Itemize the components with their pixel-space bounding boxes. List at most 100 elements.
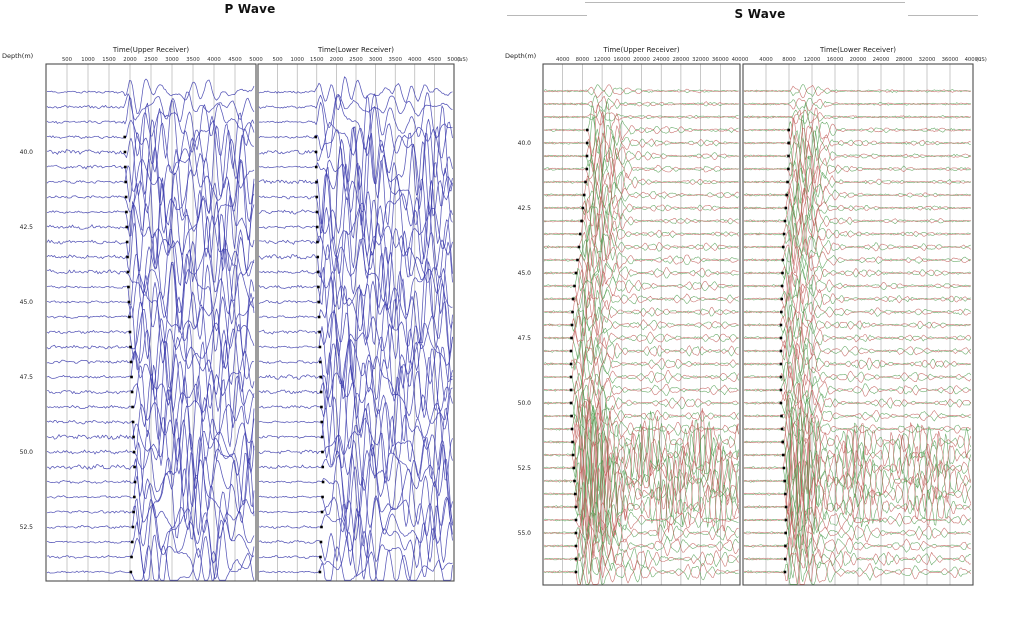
svg-text:500: 500 <box>273 57 284 63</box>
svg-text:2000: 2000 <box>123 57 137 63</box>
first-break-pick-dot <box>320 435 324 439</box>
first-break-pick-dot <box>787 154 790 158</box>
svg-text:32000: 32000 <box>692 57 709 63</box>
svg-text:2000: 2000 <box>330 57 344 63</box>
first-break-pick-dot <box>785 193 788 197</box>
s-wave-section: Depth(m) 40.0 42.5 45.0 47.5 50.0 52.5 55.0 4000… <box>505 46 987 586</box>
first-break-pick-dot <box>319 555 322 559</box>
first-break-pick-dot <box>572 466 576 470</box>
first-break-pick-dot <box>320 510 324 514</box>
svg-text:12000: 12000 <box>594 57 611 63</box>
svg-text:42.5: 42.5 <box>518 205 532 212</box>
svg-text:28000: 28000 <box>896 57 913 63</box>
svg-text:(uS): (uS) <box>457 57 468 63</box>
first-break-pick-dot <box>585 154 589 158</box>
svg-text:36000: 36000 <box>942 57 959 63</box>
first-break-pick-dot <box>784 531 787 535</box>
first-break-pick-dot <box>319 375 323 379</box>
first-break-pick-dot <box>132 435 135 439</box>
first-break-pick-dot <box>127 285 130 289</box>
first-break-pick-dot <box>130 540 134 544</box>
svg-text:Time(Upper Receiver): Time(Upper Receiver) <box>112 46 190 54</box>
first-break-pick-dot <box>580 219 583 223</box>
svg-text:4000: 4000 <box>556 57 570 63</box>
svg-text:16000: 16000 <box>613 57 630 63</box>
first-break-pick-dot <box>316 270 320 274</box>
first-break-pick-dot <box>569 349 573 353</box>
svg-text:Depth(m): Depth(m) <box>2 52 33 60</box>
p-wave-first-break-picks <box>123 135 325 574</box>
first-break-pick-dot <box>319 360 322 364</box>
svg-text:32000: 32000 <box>919 57 936 63</box>
first-break-pick-dot <box>571 310 574 314</box>
first-break-pick-dot <box>780 414 783 418</box>
first-break-pick-dot <box>787 141 790 145</box>
svg-text:Depth(m): Depth(m) <box>505 52 536 60</box>
first-break-pick-dot <box>321 450 324 454</box>
first-break-pick-dot <box>124 180 127 184</box>
first-break-pick-dot <box>574 271 578 275</box>
first-break-pick-dot <box>316 240 319 244</box>
first-break-pick-dot <box>569 388 573 392</box>
first-break-pick-dot <box>574 531 578 535</box>
s-wave-first-break-picks <box>569 128 791 574</box>
svg-text:2500: 2500 <box>144 57 158 63</box>
first-break-pick-dot <box>571 453 575 457</box>
first-break-pick-dot <box>125 210 128 214</box>
svg-text:500: 500 <box>62 57 73 63</box>
svg-text:20000: 20000 <box>633 57 650 63</box>
svg-text:Time(Upper Receiver): Time(Upper Receiver) <box>602 46 680 54</box>
first-break-pick-dot <box>569 362 573 366</box>
first-break-pick-dot <box>782 466 786 470</box>
svg-text:4000: 4000 <box>207 57 221 63</box>
first-break-pick-dot <box>570 323 574 327</box>
first-break-pick-dot <box>132 450 136 454</box>
first-break-pick-dot <box>133 480 137 484</box>
first-break-pick-dot <box>128 315 131 319</box>
svg-text:40000: 40000 <box>732 57 749 63</box>
first-break-pick-dot <box>126 255 129 259</box>
first-break-pick-dot <box>779 349 783 353</box>
svg-text:42.5: 42.5 <box>20 224 34 231</box>
first-break-pick-dot <box>131 525 135 529</box>
first-break-pick-dot <box>787 128 791 132</box>
first-break-pick-dot <box>314 165 318 169</box>
svg-text:47.5: 47.5 <box>518 335 532 342</box>
first-break-pick-dot <box>317 285 320 289</box>
first-break-pick-dot <box>125 225 129 229</box>
first-break-pick-dot <box>317 300 321 304</box>
first-break-pick-dot <box>779 323 783 327</box>
p-wave-traces <box>46 76 453 581</box>
s-wave-title: S Wave <box>734 7 786 21</box>
first-break-pick-dot <box>320 525 323 529</box>
svg-text:16000: 16000 <box>827 57 844 63</box>
svg-text:55.0: 55.0 <box>518 530 532 537</box>
first-break-pick-dot <box>779 336 783 340</box>
first-break-pick-dot <box>585 141 589 145</box>
svg-text:12000: 12000 <box>804 57 821 63</box>
first-break-pick-dot <box>574 544 578 548</box>
first-break-pick-dot <box>784 544 787 548</box>
first-break-pick-dot <box>781 271 784 275</box>
first-break-pick-dot <box>569 375 573 379</box>
top-divider-line <box>585 2 905 3</box>
first-break-pick-dot <box>783 557 787 561</box>
svg-text:24000: 24000 <box>653 57 670 63</box>
first-break-pick-dot <box>783 219 787 223</box>
svg-text:52.5: 52.5 <box>518 465 532 472</box>
svg-text:1000: 1000 <box>81 57 95 63</box>
first-break-pick-dot <box>783 479 786 483</box>
first-break-pick-dot <box>584 180 587 184</box>
first-break-pick-dot <box>779 401 783 405</box>
first-break-pick-dot <box>573 479 576 483</box>
first-break-pick-dot <box>784 206 788 210</box>
first-break-pick-dot <box>787 167 790 171</box>
first-break-pick-dot <box>130 375 133 379</box>
svg-text:52.5: 52.5 <box>20 524 34 531</box>
first-break-pick-dot <box>321 495 324 499</box>
first-break-pick-dot <box>781 440 784 444</box>
svg-text:50.0: 50.0 <box>20 449 34 456</box>
svg-text:20000: 20000 <box>850 57 867 63</box>
first-break-pick-dot <box>126 270 130 274</box>
